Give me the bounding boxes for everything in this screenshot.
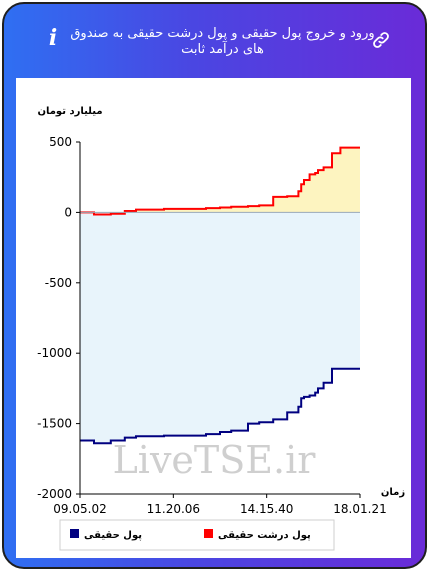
x-tick-label: 14.15.40 — [240, 502, 293, 516]
card-header: i ورود و خروج پول حقیقی و پول درشت حقیقی… — [4, 4, 425, 78]
y-tick-label: -2000 — [37, 487, 72, 501]
legend-label: پول درشت حقیقی — [218, 530, 311, 541]
legend-swatch — [204, 529, 213, 538]
x-tick-label: 09.05.02 — [53, 502, 106, 516]
watermark: LiveTSE.ir — [113, 438, 317, 482]
series-line-1 — [80, 367, 360, 445]
chart-svg: LiveTSE.ir 500 0 -500 -1000 -1500 -200009.05.… — [37, 106, 405, 551]
y-tick-label: -1000 — [37, 346, 72, 360]
y-tick-label: -1500 — [37, 417, 72, 431]
x-axis-label: زمان — [381, 487, 405, 498]
legend-swatch — [70, 529, 79, 538]
legend: پول حقیقی پول درشت حقیقی — [59, 519, 335, 551]
series-line-0 — [80, 146, 360, 216]
info-icon[interactable]: i — [48, 25, 58, 51]
y-tick-label: -500 — [45, 276, 72, 290]
link-icon[interactable] — [371, 30, 391, 50]
x-tick-label: 11.20.06 — [147, 502, 200, 516]
y-axis-label: میلیارد تومان — [37, 106, 102, 117]
series-fill-0 — [80, 147, 360, 215]
legend-label: پول حقیقی — [84, 530, 142, 541]
chart-title: ورود و خروج پول حقیقی و پول درشت حقیقی ب… — [70, 26, 375, 57]
y-tick-label: 0 — [64, 205, 72, 219]
chart-card: i ورود و خروج پول حقیقی و پول درشت حقیقی… — [2, 2, 427, 569]
y-tick-label: 500 — [49, 135, 72, 149]
x-tick-label: 18.01.21 — [333, 502, 386, 516]
series-fill-1 — [80, 212, 360, 444]
chart-panel: LiveTSE.ir 500 0 -500 -1000 -1500 -2000 09.05.… — [16, 78, 411, 558]
legend-box — [59, 519, 335, 551]
